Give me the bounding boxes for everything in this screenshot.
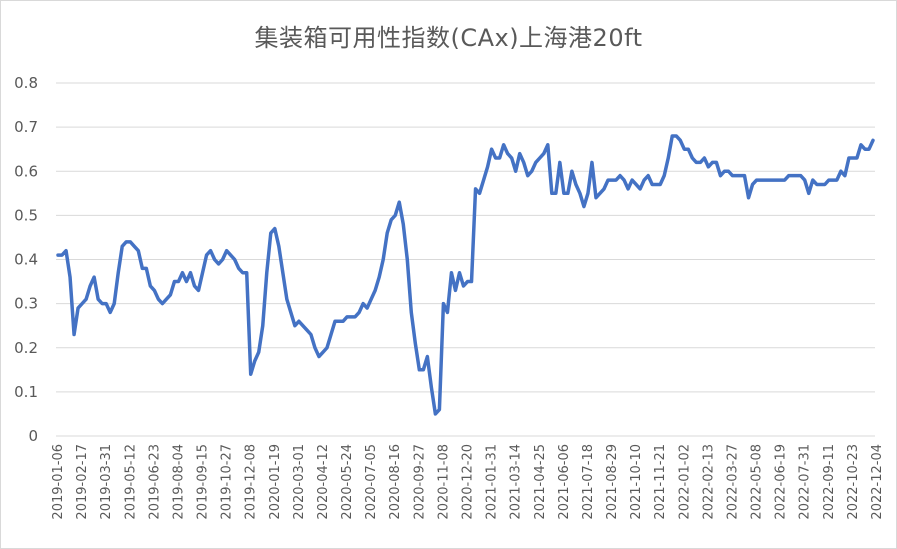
x-tick-label: 2020-05-24 <box>340 444 355 520</box>
x-tick-label: 2019-05-12 <box>123 444 138 520</box>
x-tick-label: 2019-10-27 <box>220 444 235 520</box>
x-tick-label: 2022-10-23 <box>846 444 861 520</box>
x-tick-label: 2022-09-11 <box>822 444 837 520</box>
x-tick-label: 2019-12-08 <box>244 444 259 520</box>
series-layer <box>56 134 875 416</box>
y-tick-label: 0.5 <box>14 206 38 224</box>
x-tick-label: 2020-09-27 <box>412 444 427 520</box>
x-tick-label: 2021-06-06 <box>557 444 572 520</box>
y-axis-ticks: 0 0.1 0.2 0.3 0.4 0.5 0.6 0.7 0.8 <box>14 74 38 445</box>
x-tick-label: 2019-01-06 <box>51 444 66 520</box>
y-tick-label: 0.1 <box>14 383 38 401</box>
x-tick-label: 2021-07-18 <box>581 444 596 520</box>
y-tick-label: 0.2 <box>14 339 38 357</box>
x-tick-label: 2020-03-01 <box>292 444 307 520</box>
x-tick-label: 2020-11-08 <box>436 444 451 520</box>
y-tick-label: 0.3 <box>14 295 38 313</box>
y-tick-label: 0.6 <box>14 162 38 180</box>
x-tick-label: 2021-01-31 <box>485 444 500 520</box>
x-tick-label: 2019-06-23 <box>147 444 162 520</box>
y-tick-label: 0.7 <box>14 118 38 136</box>
x-tick-label: 2022-07-31 <box>798 444 813 520</box>
x-tick-label: 2020-07-05 <box>364 444 379 520</box>
x-tick-label: 2019-02-17 <box>75 444 90 520</box>
x-tick-label: 2021-03-14 <box>509 444 524 520</box>
y-tick-label: 0.8 <box>14 74 38 92</box>
x-tick-label: 2021-04-25 <box>533 444 548 520</box>
y-tick-label: 0 <box>28 427 38 445</box>
y-tick-label: 0.4 <box>14 251 38 269</box>
x-tick-label: 2022-03-27 <box>725 444 740 520</box>
x-tick-label: 2019-03-31 <box>99 444 114 520</box>
chart-title: 集装箱可用性指数(CAx)上海港20ft <box>254 24 643 52</box>
x-tick-label: 2020-12-20 <box>461 444 476 520</box>
x-tick-label: 2019-09-15 <box>196 444 211 520</box>
x-axis-ticks: 2019-01-06 2019-02-17 2019-03-31 2019-05-12… <box>51 444 885 520</box>
x-tick-label: 2022-12-04 <box>870 444 885 520</box>
x-tick-label: 2022-06-19 <box>774 444 789 520</box>
series-line <box>56 134 875 416</box>
x-tick-label: 2021-08-29 <box>605 444 620 520</box>
x-tick-label: 2020-08-16 <box>388 444 403 520</box>
x-tick-label: 2022-01-02 <box>677 444 692 520</box>
x-tick-label: 2022-02-13 <box>701 444 716 520</box>
x-tick-label: 2021-10-10 <box>629 444 644 520</box>
x-tick-label: 2020-04-12 <box>316 444 331 520</box>
x-tick-label: 2021-11-21 <box>653 444 668 520</box>
x-tick-label: 2020-01-19 <box>268 444 283 520</box>
x-tick-label: 2022-05-08 <box>750 444 765 520</box>
x-tick-label: 2019-08-04 <box>171 444 186 520</box>
gridlines <box>56 82 875 437</box>
